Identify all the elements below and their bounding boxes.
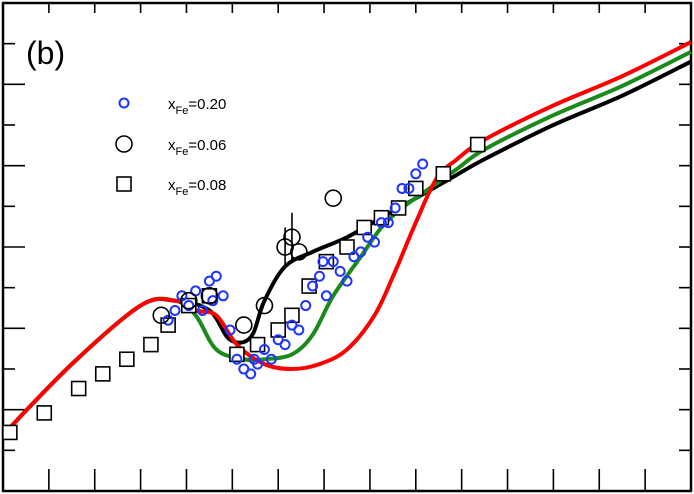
- data-point-large-circle: [152, 306, 171, 325]
- data-point-square: [36, 405, 53, 421]
- data-point-small-circle: [169, 304, 181, 316]
- data-point-small-circle: [293, 324, 305, 336]
- legend-marker-small-circle: [118, 97, 130, 109]
- data-point-square: [2, 424, 18, 441]
- data-point-large-circle: [255, 296, 274, 315]
- data-point-small-circle: [369, 236, 381, 248]
- data-point-small-circle: [375, 217, 387, 229]
- data-point-square: [270, 322, 287, 338]
- data-point-square: [469, 136, 486, 153]
- data-point-small-circle: [334, 265, 346, 277]
- data-point-small-circle: [389, 202, 401, 214]
- data-point-small-circle: [382, 217, 394, 229]
- data-point-square: [94, 366, 111, 382]
- data-point-small-circle: [183, 300, 195, 312]
- data-point-small-circle: [231, 353, 243, 365]
- legend-label: xFe=0.08: [168, 177, 226, 198]
- panel-label: (b): [26, 35, 65, 71]
- data-point-large-circle: [283, 228, 301, 247]
- data-point-square: [70, 380, 87, 397]
- data-point-small-circle: [210, 270, 222, 282]
- data-point-small-circle: [252, 358, 264, 370]
- data-point-small-circle: [224, 324, 236, 336]
- data-point-large-circle: [200, 286, 219, 305]
- data-point-square: [284, 307, 300, 324]
- data-point-small-circle: [410, 168, 422, 180]
- data-point-small-circle: [403, 182, 415, 194]
- data-point-small-circle: [307, 280, 319, 292]
- data-point-small-circle: [327, 256, 339, 268]
- data-points: [2, 136, 486, 441]
- data-point-small-circle: [300, 300, 312, 312]
- data-point-small-circle: [320, 290, 332, 302]
- data-point-small-circle: [197, 304, 209, 316]
- data-point-small-circle: [317, 256, 329, 268]
- data-point-square: [143, 336, 159, 353]
- data-point-large-circle: [179, 291, 198, 310]
- data-point-small-circle: [207, 295, 219, 307]
- data-point-small-circle: [258, 343, 270, 355]
- legend-label: xFe=0.06: [168, 137, 226, 158]
- legend-marker-large-circle: [115, 135, 133, 153]
- data-point-square: [119, 351, 135, 368]
- data-point-small-circle: [355, 246, 367, 258]
- data-point-large-circle: [290, 243, 308, 261]
- data-point-small-circle: [176, 290, 188, 302]
- legend: xFe=0.20 xFe=0.06 xFe=0.08: [115, 96, 226, 198]
- data-point-square: [435, 166, 452, 182]
- data-point-small-circle: [396, 182, 408, 194]
- data-point-large-circle: [235, 316, 253, 334]
- data-point-small-circle: [279, 339, 291, 351]
- legend-marker-square: [116, 176, 132, 192]
- data-point-small-circle: [265, 353, 277, 365]
- data-point-small-circle: [313, 270, 325, 282]
- data-point-small-circle: [341, 275, 353, 287]
- legend-label: xFe=0.20: [168, 96, 226, 117]
- data-point-small-circle: [417, 158, 429, 170]
- data-point-large-circle: [324, 189, 343, 207]
- data-point-square: [339, 239, 355, 255]
- data-point-small-circle: [245, 368, 257, 380]
- data-point-small-circle: [162, 314, 174, 326]
- data-point-small-circle: [217, 290, 229, 302]
